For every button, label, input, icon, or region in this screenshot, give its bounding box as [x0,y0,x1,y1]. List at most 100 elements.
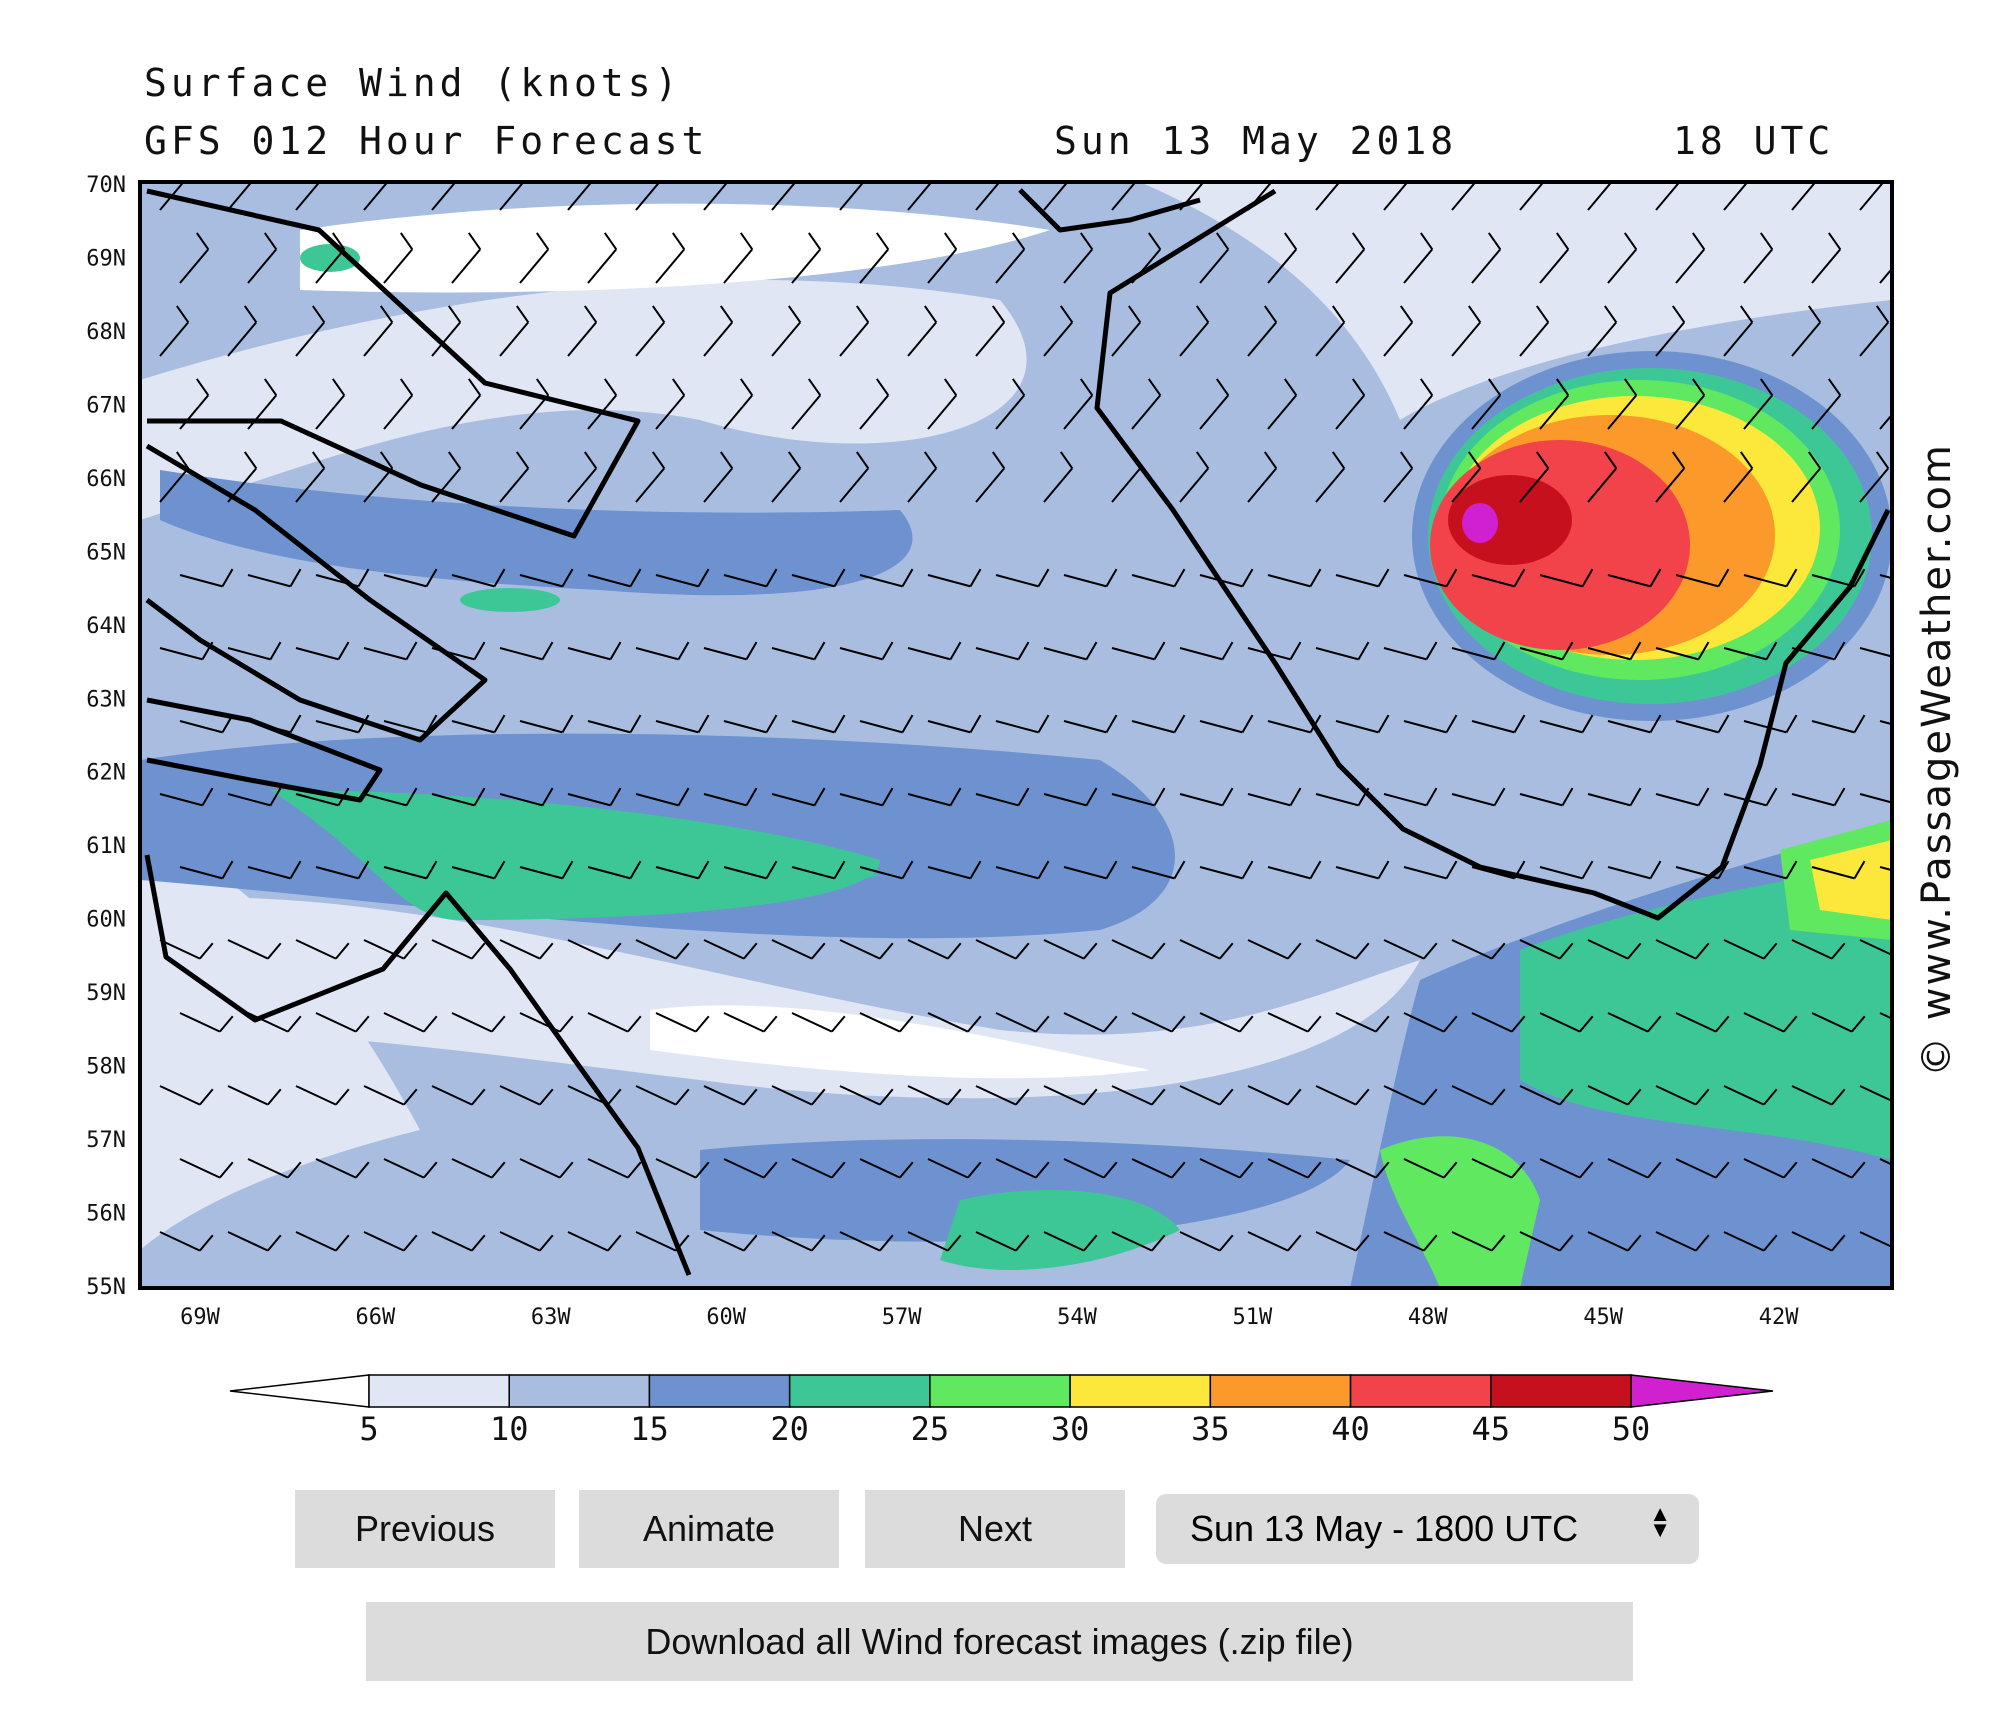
wind-barb [1451,939,1493,960]
wind-barb-flag [811,1234,826,1252]
wind-barb-flag [1377,860,1390,879]
wind-barb-flag [335,1088,350,1106]
colorbar-segment [788,1374,931,1408]
download-button[interactable]: Download all Wind forecast images (.zip … [366,1602,1633,1681]
wind-barb [927,574,971,588]
wind-barb-flag [1445,860,1458,879]
wind-barb [315,248,346,284]
wind-barb [1675,720,1719,734]
wind-barb [227,939,269,960]
wind-barb-flag [1219,942,1234,960]
wind-barb-flag [1151,1088,1166,1106]
wind-barb-flag [1015,1088,1030,1106]
wind-barb [975,467,1006,503]
wind-barb-flag [1035,1015,1050,1033]
wind-barb-flag [1920,1162,1933,1177]
wind-barb [247,574,291,588]
wind-barb-flag [425,860,438,879]
wind-barb [1879,866,1892,872]
wind-barb-flag [535,232,550,250]
wind-barb-flag [379,451,394,469]
wind-barb-flag [1425,641,1438,660]
wind-barb [1043,647,1087,661]
wind-barb-flag [1307,1015,1322,1033]
wind-barb-flag [1691,378,1706,396]
wind-barb-flag [1759,232,1774,250]
wind-barb-flag [1715,1015,1730,1033]
wind-barb [363,647,407,661]
lat-label: 65N [86,540,126,565]
wind-barb [1723,182,1749,211]
wind-barb [1131,866,1175,880]
wind-barb-flag [1511,1015,1526,1033]
wind-barb-flag [267,1088,282,1106]
wind-barb [1383,321,1414,357]
wind-barb [1519,1085,1561,1106]
wind-barb-flag [807,378,822,396]
wind-barb-flag [195,378,210,396]
wind-barb [1539,1158,1581,1179]
wind-barb [499,1085,541,1106]
wind-barb-flag [1603,305,1618,323]
wind-barb [451,866,495,880]
wind-barb [723,1012,765,1033]
wind-barb [431,1231,473,1252]
lat-label: 61N [86,834,126,859]
animate-button[interactable]: Animate [579,1490,839,1568]
wind-barb-flag [1697,641,1710,660]
wind-barb-flag [1807,451,1822,469]
previous-button[interactable]: Previous [295,1490,555,1568]
wind-barb [995,1158,1037,1179]
wind-barb-flag [1717,860,1730,879]
wind-barb [635,793,679,807]
wind-barb [227,647,271,661]
wind-barb-flag [403,942,418,960]
next-button[interactable]: Next [865,1490,1125,1568]
time-select[interactable]: Sun 13 May - 1800 UTC ▲ ▼ [1156,1494,1699,1564]
wind-barb-flag [1561,641,1574,660]
wind-barb [363,321,394,357]
wind-barb [363,793,407,807]
wind-barb [1723,793,1767,807]
wind-barb [1675,574,1719,588]
wind-barb-flag [1147,232,1162,250]
wind-barb-flag [1221,787,1234,806]
wind-barb-flag [675,1234,690,1252]
wind-barb [567,182,593,211]
wind-barb-flag [561,714,574,733]
wind-barb [655,248,686,284]
wind-barb [363,939,405,960]
wind-barb-flag [1015,942,1030,960]
wind-barb [771,321,802,357]
colorbar-segment [368,1374,510,1408]
wind-barb [1607,248,1638,284]
wind-barb-flag [881,641,894,660]
wind-barb [179,248,210,284]
wind-barb [1655,467,1686,503]
wind-barb [927,1012,969,1033]
wind-barb-flag [541,787,554,806]
wind-barb-flag [357,714,370,733]
select-arrows: ▲ ▼ [1649,1501,1671,1542]
wind-barb [1315,1231,1357,1252]
wind-barb-flag [651,305,666,323]
wind-barb [635,647,679,661]
wind-barb-flag [355,1015,370,1033]
wind-barb [499,647,543,661]
wind-barb [1111,321,1142,357]
wind-barb-flag [991,305,1006,323]
wind-barb-flag [1375,1015,1390,1033]
wind-barb-flag [1173,568,1186,587]
subtitle: GFS 012 Hour Forecast [144,119,708,163]
wind-barb [1247,1231,1289,1252]
wind-barb-flag [629,568,642,587]
wind-barb [1315,939,1357,960]
wind-barb [1403,574,1447,588]
wind-barb-flag [221,714,234,733]
colorbar-label: 25 [911,1410,950,1448]
wind-barb [295,182,321,211]
lon-label: 45W [1583,1305,1623,1330]
wind-barb [975,793,1019,807]
wind-barb-flag [1171,1015,1186,1033]
wind-barb-flag [405,641,418,660]
